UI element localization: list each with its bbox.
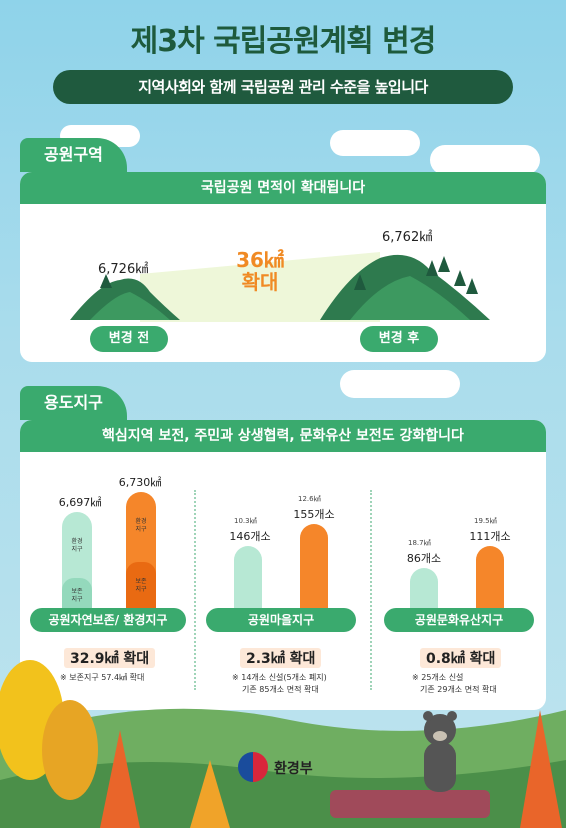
col3-title: 공원문화유산지구 — [384, 608, 534, 632]
ministry-name: 환경부 — [274, 761, 313, 777]
forest-illustration — [0, 660, 566, 828]
col2-note-line1: ※ 14개소 신설(5개소 폐지) — [232, 673, 327, 682]
col2-left-bar — [234, 546, 262, 610]
col1-right-value: 6,730㎢ — [118, 476, 162, 489]
section-tab-use-zones: 용도지구 — [20, 386, 127, 420]
after-label: 변경 후 — [360, 326, 438, 352]
col1-title: 공원자연보존/ 환경지구 — [30, 608, 186, 632]
col3-result: 0.8㎢ 확대 — [420, 648, 502, 668]
bear-illustration — [423, 711, 457, 792]
col2-left-small: 10.3㎢ — [234, 517, 257, 525]
col3-left-bar — [410, 568, 438, 610]
before-label: 변경 전 — [90, 326, 168, 352]
col2-left-count: 146개소 — [229, 530, 271, 543]
ministry-logo-icon — [238, 752, 268, 782]
page-title: 제3차 국립공원계획 변경 — [130, 24, 437, 59]
use-zones-card: 핵심지역 보전, 주민과 상생협력, 문화유산 보전도 강화합니다 6,697㎢… — [20, 420, 546, 710]
col3-right-bar — [476, 546, 504, 610]
col1-left-value: 6,697㎢ — [58, 496, 102, 509]
cloud — [330, 130, 420, 156]
column-divider — [370, 490, 372, 690]
col1-result: 32.9㎢ 확대 — [64, 648, 156, 668]
col3-note-line2: 기존 29개소 면적 확대 — [420, 685, 497, 694]
area-increase-word: 확대 — [241, 270, 279, 294]
col3-right-small: 19.5㎢ — [474, 517, 497, 525]
col2-right-small: 12.6㎢ — [298, 495, 321, 503]
increase-wedge — [140, 252, 380, 322]
area-after-value: 6,762㎢ — [382, 230, 433, 245]
col3-left-count: 86개소 — [406, 552, 442, 565]
column-divider — [194, 490, 196, 690]
col2-note-line2: 기존 85개소 면적 확대 — [242, 685, 319, 694]
area-before-value: 6,726㎢ — [98, 262, 149, 277]
col1-right-top-text: 환경 지구 — [135, 518, 147, 533]
col2-result: 2.3㎢ 확대 — [240, 648, 322, 668]
cloud — [430, 145, 540, 175]
col1-left-bottom-text: 보존 지구 — [71, 588, 83, 603]
col3-note-line1: ※ 25개소 신설 — [412, 673, 464, 682]
col3-left-small: 18.7㎢ — [408, 539, 431, 547]
cloud — [340, 370, 460, 398]
col1-right-bottom-text: 보존 지구 — [135, 578, 147, 593]
park-area-band: 국립공원 면적이 확대됩니다 — [20, 172, 546, 204]
col1-right-bar-lower — [126, 562, 156, 610]
col2-right-count: 155개소 — [293, 508, 335, 521]
col1-note: ※ 보존지구 57.4㎢ 확대 — [60, 673, 145, 682]
col3-right-count: 111개소 — [469, 530, 511, 543]
park-area-card: 국립공원 면적이 확대됩니다 6,726㎢ 6,762㎢ 36㎢ 확대 변경 전… — [20, 172, 546, 362]
col2-right-bar — [300, 524, 328, 610]
trees — [100, 256, 478, 294]
mountains-illustration — [70, 252, 490, 322]
page-subtitle: 지역사회와 함께 국립공원 관리 수준을 높입니다 — [53, 70, 513, 104]
col1-left-top-text: 환경 지구 — [71, 538, 83, 553]
mountain-before-ridge — [90, 292, 170, 320]
mountain-after-ridge — [350, 276, 470, 320]
col1-left-bar-lower — [62, 578, 92, 610]
area-increase-value: 36㎢ — [236, 248, 284, 272]
col2-title: 공원마을지구 — [206, 608, 356, 632]
use-zones-band: 핵심지역 보전, 주민과 상생협력, 문화유산 보전도 강화합니다 — [20, 420, 546, 452]
section-tab-park-area: 공원구역 — [20, 138, 127, 172]
